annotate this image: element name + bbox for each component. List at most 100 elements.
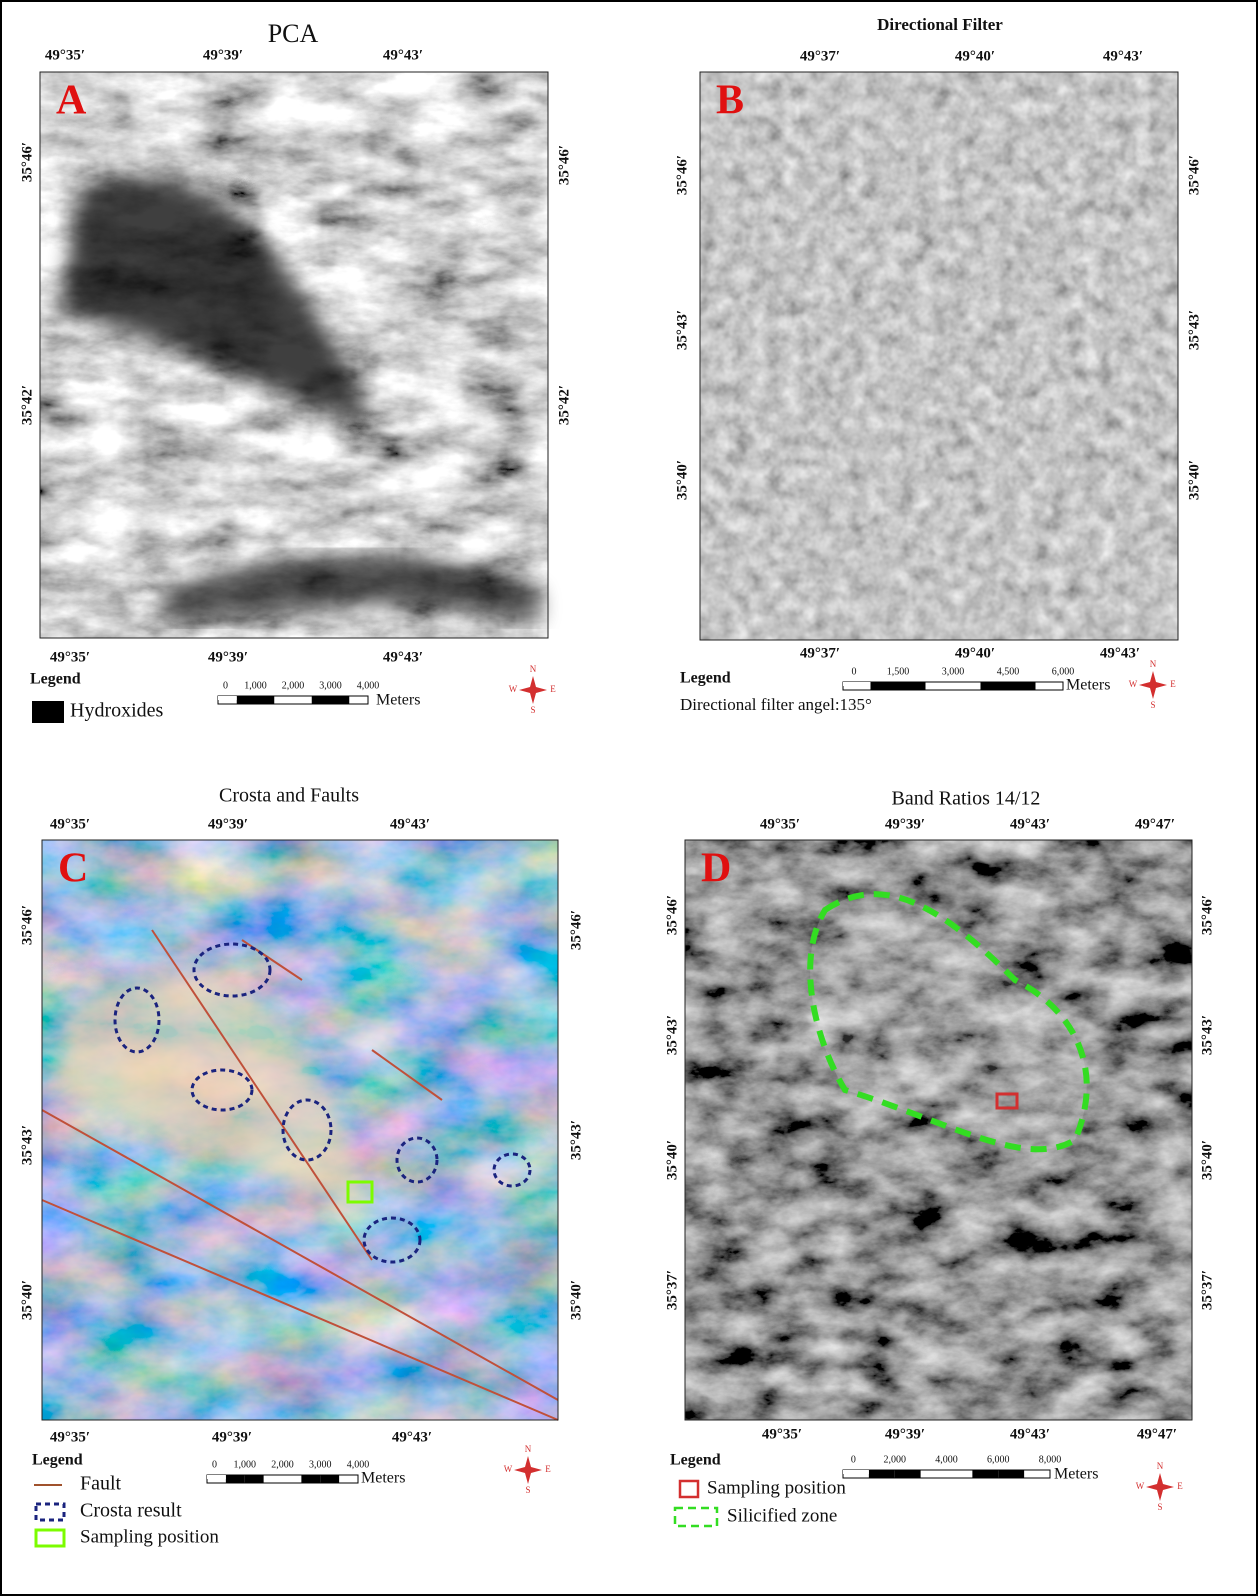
compass-s: S [530, 705, 535, 715]
scale-label: 0 [223, 680, 228, 691]
latitude-label: 35°46′ [1186, 155, 1202, 195]
latitude-label: 35°46′ [556, 145, 572, 185]
longitude-label: 49°35′ [760, 816, 800, 832]
scale-bar [245, 1475, 264, 1483]
scale-bar [226, 1475, 245, 1483]
scale-bar [1008, 682, 1036, 690]
scale-label: 4,000 [357, 680, 380, 691]
map-panel [40, 72, 548, 638]
longitude-label: 49°43′ [392, 1429, 432, 1445]
scale-bar [256, 696, 275, 704]
latitude-label: 35°43′ [568, 1120, 584, 1160]
compass-e: E [550, 684, 556, 694]
legend-title: Legend [670, 1452, 721, 1469]
map-panel [700, 72, 1178, 640]
longitude-label: 49°39′ [885, 816, 925, 832]
scale-label: 3,000 [309, 1459, 332, 1470]
scale-bar [972, 1470, 998, 1478]
panel-title: PCA [268, 19, 319, 48]
longitude-label: 49°43′ [1103, 48, 1143, 64]
latitude-label: 35°40′ [664, 1140, 680, 1180]
latitude-label: 35°40′ [1199, 1140, 1215, 1180]
latitude-label: 35°42′ [19, 385, 35, 425]
map-image [700, 72, 1178, 640]
legend-swatch [675, 1508, 717, 1526]
latitude-label: 35°37′ [664, 1270, 680, 1310]
scale-label: 1,000 [244, 680, 267, 691]
scale-label: 4,000 [347, 1459, 370, 1470]
scale-label: 1,500 [887, 666, 910, 677]
legend-item: Sampling position [80, 1526, 219, 1547]
longitude-label: 49°40′ [955, 48, 995, 64]
longitude-label: 49°37′ [800, 48, 840, 64]
latitude-label: 35°42′ [556, 385, 572, 425]
scale-bar [895, 1470, 921, 1478]
compass-w: W [509, 684, 518, 694]
latitude-label: 35°40′ [1186, 460, 1202, 500]
scale-label: 2,000 [282, 680, 305, 691]
longitude-label: 49°43′ [1010, 1426, 1050, 1442]
compass-e: E [1177, 1481, 1183, 1491]
panel-letter: C [58, 846, 88, 892]
longitude-label: 49°39′ [208, 649, 248, 665]
scale-bar [998, 1470, 1024, 1478]
latitude-label: 35°46′ [19, 905, 35, 945]
map-panel [685, 840, 1192, 1420]
scale-bar [843, 1470, 869, 1474]
scale-label: 8,000 [1039, 1454, 1062, 1465]
latitude-label: 35°43′ [19, 1125, 35, 1165]
scale-bar [218, 696, 237, 700]
longitude-label: 49°39′ [208, 816, 248, 832]
longitude-label: 49°35′ [50, 1429, 90, 1445]
panel-letter: B [716, 78, 744, 124]
compass-w: W [504, 1464, 513, 1474]
compass-rose [519, 676, 547, 704]
longitude-label: 49°47′ [1135, 816, 1175, 832]
longitude-label: 49°35′ [50, 649, 90, 665]
legend-swatch [36, 1530, 64, 1546]
compass-n: N [1150, 659, 1157, 669]
latitude-label: 35°43′ [674, 310, 690, 350]
legend-item: Silicified zone [727, 1505, 837, 1526]
panel-title: Crosta and Faults [219, 785, 359, 807]
compass-n: N [525, 1444, 532, 1454]
compass-s: S [525, 1485, 530, 1495]
legend-item: Sampling position [707, 1477, 846, 1498]
scale-bar [898, 682, 926, 690]
longitude-label: 49°47′ [1137, 1426, 1177, 1442]
compass-rose [514, 1456, 542, 1484]
scale-bar [207, 1475, 226, 1479]
latitude-label: 35°43′ [1186, 310, 1202, 350]
figure: APCA49°35′49°39′49°43′49°35′49°39′49°43′… [0, 0, 1258, 1596]
scale-bar [981, 682, 1009, 690]
longitude-label: 49°35′ [762, 1426, 802, 1442]
longitude-label: 49°35′ [50, 816, 90, 832]
compass-rose [1139, 671, 1167, 699]
compass-rose [1146, 1473, 1174, 1501]
compass-e: E [1170, 679, 1176, 689]
compass-w: W [1136, 1481, 1145, 1491]
scale-unit: Meters [1066, 677, 1110, 694]
longitude-label: 49°39′ [212, 1429, 252, 1445]
panel-letter: D [701, 846, 731, 892]
legend-item: Hydroxides [70, 700, 164, 722]
latitude-label: 35°46′ [19, 142, 35, 182]
compass-s: S [1150, 700, 1155, 710]
latitude-label: 35°40′ [674, 460, 690, 500]
scale-label: 6,000 [1052, 666, 1075, 677]
scale-label: 0 [851, 1454, 856, 1465]
longitude-label: 49°43′ [1100, 645, 1140, 661]
scale-bar [237, 696, 256, 704]
scale-label: 4,500 [997, 666, 1020, 677]
legend-item: Fault [80, 1473, 122, 1495]
panel-title: Directional Filter [877, 15, 1003, 34]
scale-bar [871, 682, 899, 690]
latitude-label: 35°46′ [568, 910, 584, 950]
scale-label: 2,000 [884, 1454, 907, 1465]
scale-bar [301, 1475, 320, 1483]
legend-title: Legend [680, 670, 731, 687]
latitude-label: 35°40′ [19, 1280, 35, 1320]
legend-title: Legend [30, 671, 81, 688]
legend-title: Legend [32, 1452, 83, 1469]
scale-unit: Meters [361, 1470, 405, 1487]
